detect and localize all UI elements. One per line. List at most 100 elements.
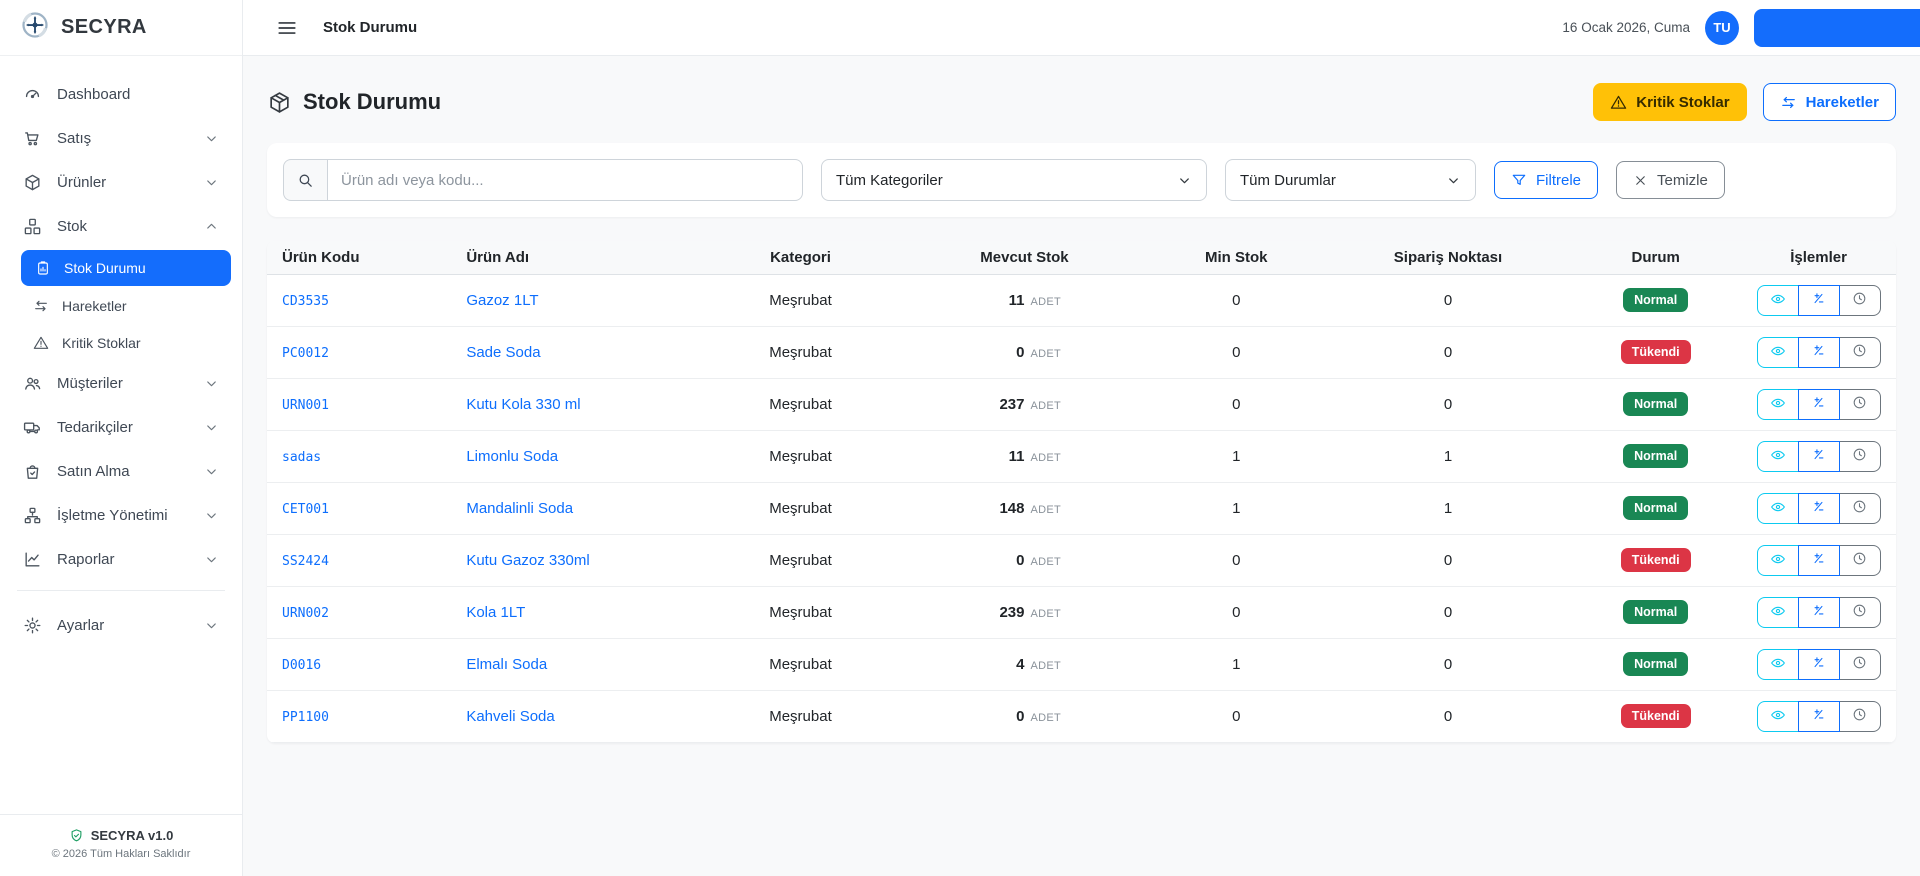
table-row: PC0012 Sade Soda Meşrubat 0 ADET 0 0 Tükendi [267, 326, 1896, 379]
search-input-group [283, 159, 803, 201]
product-name-link[interactable]: Elmalı Soda [466, 655, 548, 673]
sidebar-item-satin-alma[interactable]: Satın Alma [11, 451, 231, 492]
view-button[interactable] [1756, 284, 1799, 316]
category-select[interactable]: Tüm Kategoriler [821, 159, 1207, 201]
sidebar-item-ayarlar[interactable]: Ayarlar [11, 605, 231, 646]
product-code-link[interactable]: URN001 [282, 397, 329, 413]
product-code-link[interactable]: CET001 [282, 501, 329, 517]
clear-button[interactable]: Temizle [1616, 161, 1725, 199]
sidebar-item-dashboard[interactable]: Dashboard [11, 74, 231, 115]
product-name-link[interactable]: Kola 1LT [466, 603, 526, 621]
sidebar-item-stok[interactable]: Stok [11, 206, 231, 247]
sidebar-item-urunler[interactable]: Ürünler [11, 162, 231, 203]
reorder-point-value: 1 [1443, 499, 1453, 517]
product-name-link[interactable]: Kutu Gazoz 330ml [466, 551, 590, 569]
history-button[interactable] [1838, 648, 1881, 680]
product-code-cell: D0016 [267, 638, 455, 691]
chevron-down-icon [204, 618, 219, 633]
cart-icon [23, 129, 43, 148]
product-code-link[interactable]: PP1100 [282, 709, 329, 725]
product-name-link[interactable]: Kahveli Soda [466, 707, 555, 725]
product-name-link[interactable]: Limonlu Soda [466, 447, 559, 465]
hamburger-menu-icon[interactable] [276, 17, 298, 39]
view-button[interactable] [1756, 544, 1799, 576]
status-badge: Tükendi [1620, 340, 1691, 364]
critical-stocks-button[interactable]: Kritik Stoklar [1593, 83, 1747, 121]
clock-icon [1852, 655, 1867, 673]
topbar-primary-button[interactable] [1754, 8, 1920, 47]
adjust-stock-button[interactable] [1797, 492, 1840, 524]
adjust-stock-button[interactable] [1797, 336, 1840, 368]
view-button[interactable] [1756, 336, 1799, 368]
status-select[interactable]: Tüm Durumlar [1225, 159, 1476, 201]
product-code-link[interactable]: D0016 [282, 657, 322, 673]
stock-unit: ADET [1030, 607, 1062, 620]
category-cell: Meşrubat [698, 638, 903, 691]
sidebar-item-tedarikciler[interactable]: Tedarikçiler [11, 407, 231, 448]
current-date: 16 Ocak 2026, Cuma [1562, 20, 1690, 35]
search-input[interactable] [327, 159, 803, 201]
table-row: D0016 Elmalı Soda Meşrubat 4 ADET 1 0 Normal [267, 638, 1896, 691]
product-code-link[interactable]: SS2424 [282, 553, 329, 569]
product-name-link[interactable]: Gazoz 1LT [466, 291, 539, 309]
min-stock-cell: 0 [1146, 534, 1326, 587]
adjust-stock-button[interactable] [1797, 284, 1840, 316]
stock-quantity: 0 [1016, 343, 1025, 361]
sidebar-item-label: Kritik Stoklar [62, 335, 141, 351]
product-code-link[interactable]: sadas [282, 449, 322, 465]
history-button[interactable] [1838, 544, 1881, 576]
product-code-cell: CET001 [267, 482, 455, 535]
product-name-link[interactable]: Mandalinli Soda [466, 499, 574, 517]
product-name-link[interactable]: Kutu Kola 330 ml [466, 395, 581, 413]
movements-button[interactable]: Hareketler [1762, 83, 1896, 121]
filter-button[interactable]: Filtrele [1494, 161, 1599, 199]
status-badge: Normal [1623, 288, 1689, 312]
stock-unit: ADET [1030, 555, 1062, 568]
history-button[interactable] [1838, 700, 1881, 732]
table-header-row: Ürün Kodu Ürün Adı Kategori Mevcut Stok Min … [267, 241, 1896, 275]
view-button[interactable] [1756, 388, 1799, 420]
history-button[interactable] [1838, 492, 1881, 524]
history-button[interactable] [1838, 440, 1881, 472]
view-button[interactable] [1756, 700, 1799, 732]
adjust-stock-button[interactable] [1797, 648, 1840, 680]
product-code-link[interactable]: PC0012 [282, 345, 329, 361]
sidebar-item-hareketler[interactable]: Hareketler [11, 289, 231, 323]
history-button[interactable] [1838, 284, 1881, 316]
product-name-link[interactable]: Sade Soda [466, 343, 541, 361]
view-button[interactable] [1756, 596, 1799, 628]
sidebar-item-raporlar[interactable]: Raporlar [11, 539, 231, 580]
sidebar-item-musteriler[interactable]: Müşteriler [11, 363, 231, 404]
view-button[interactable] [1756, 492, 1799, 524]
reorder-point-value: 0 [1443, 655, 1453, 673]
status-badge: Normal [1623, 652, 1689, 676]
user-avatar[interactable]: TU [1705, 10, 1739, 45]
actions-cell [1741, 638, 1896, 691]
history-button[interactable] [1838, 388, 1881, 420]
reorder-point-cell: 0 [1325, 690, 1571, 743]
sidebar-item-satis[interactable]: Satış [11, 118, 231, 159]
eye-icon [1770, 499, 1786, 518]
view-button[interactable] [1756, 648, 1799, 680]
product-name-cell: Limonlu Soda [454, 430, 699, 483]
actions-cell [1741, 326, 1896, 379]
adjust-stock-button[interactable] [1797, 700, 1840, 732]
adjust-stock-button[interactable] [1797, 440, 1840, 472]
current-stock-cell: 11 ADET [902, 430, 1147, 483]
product-code-cell: PP1100 [267, 690, 455, 743]
sidebar-item-isletme-yonetimi[interactable]: İşletme Yönetimi [11, 495, 231, 536]
sidebar-item-stok-durumu[interactable]: Stok Durumu [21, 250, 231, 286]
adjust-stock-button[interactable] [1797, 544, 1840, 576]
table-row: CET001 Mandalinli Soda Meşrubat 148 ADET 1 1 No… [267, 482, 1896, 535]
adjust-stock-button[interactable] [1797, 596, 1840, 628]
eye-icon [1770, 707, 1786, 726]
history-button[interactable] [1838, 596, 1881, 628]
sidebar-item-kritik-stoklar[interactable]: Kritik Stoklar [11, 326, 231, 360]
adjust-stock-button[interactable] [1797, 388, 1840, 420]
product-code-link[interactable]: URN002 [282, 605, 329, 621]
view-button[interactable] [1756, 440, 1799, 472]
product-code-link[interactable]: CD3535 [282, 293, 329, 309]
reorder-point-cell: 1 [1325, 482, 1571, 535]
history-button[interactable] [1838, 336, 1881, 368]
app-version: SECYRA v1.0 [90, 828, 174, 843]
